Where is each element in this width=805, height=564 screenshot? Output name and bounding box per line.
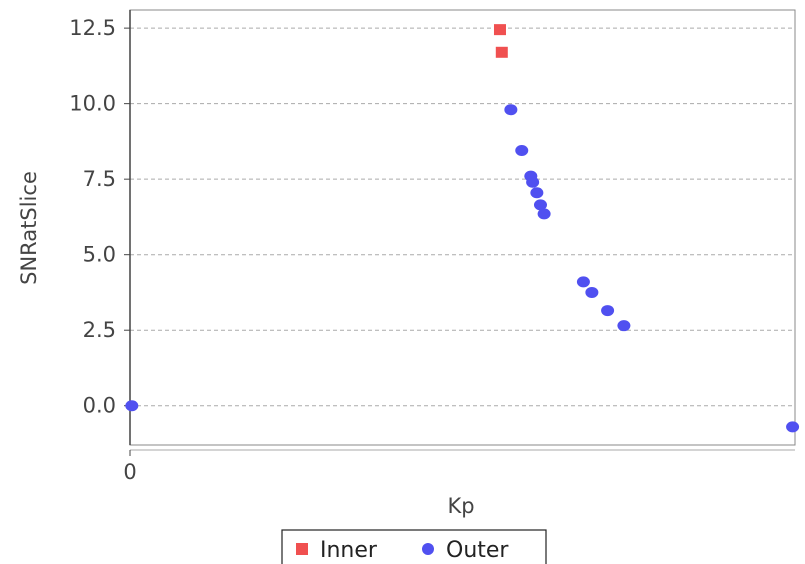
y-tick-label: 2.5 [83,318,116,342]
data-point-outer [786,421,800,433]
y-tick-label: 12.5 [69,16,116,40]
data-point-outer [515,144,529,156]
data-points [125,24,800,433]
legend-outer-circle-icon [422,543,434,555]
data-point-outer [585,286,599,298]
y-tick-labels: 0.0 2.5 5.0 7.5 10.0 12.5 [69,16,130,418]
x-tick-labels: 0 [123,450,137,484]
data-point-outer [601,305,615,317]
legend-label-outer: Outer [446,538,509,563]
legend-label-inner: Inner [320,538,378,563]
data-point-inner [495,46,508,58]
data-point-outer [526,176,540,188]
y-tick-label: 5.0 [83,243,116,267]
grid-lines [130,27,795,407]
legend: Inner Outer [281,529,547,564]
data-point-inner [493,24,506,36]
x-tick-label: 0 [123,460,136,484]
data-point-outer [504,104,518,116]
data-point-outer [576,276,590,288]
y-axis-title: SNRatSlice [17,171,41,285]
y-tick-label: 7.5 [83,167,116,191]
plot-area [129,9,796,446]
y-tick-label: 0.0 [83,394,116,418]
data-point-outer [533,199,547,211]
data-point-outer [530,187,544,199]
legend-box [281,529,547,564]
legend-inner-square-icon [296,543,308,555]
data-point-outer [617,320,631,332]
x-axis-title: Kp [447,494,474,518]
y-tick-label: 10.0 [69,92,116,116]
data-point-outer [537,208,551,220]
data-point-outer [125,400,139,412]
